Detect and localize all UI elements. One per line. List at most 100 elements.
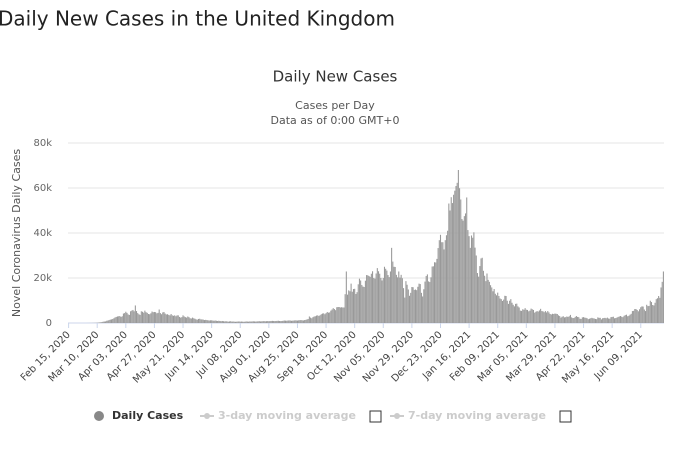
bar — [473, 232, 474, 323]
bar — [430, 277, 431, 323]
bar — [573, 318, 574, 323]
bar — [426, 276, 427, 323]
bar — [155, 312, 156, 323]
bar — [612, 317, 613, 323]
bar — [514, 306, 515, 323]
bar — [565, 317, 566, 323]
bar — [576, 316, 577, 323]
bar — [460, 199, 461, 323]
bar — [223, 321, 224, 323]
bar — [166, 314, 167, 323]
bar — [290, 321, 291, 323]
bar — [424, 282, 425, 323]
bar — [333, 308, 334, 323]
bar — [452, 203, 453, 323]
bar — [457, 183, 458, 323]
bar — [118, 316, 119, 323]
bar — [554, 314, 555, 323]
bar — [178, 315, 179, 323]
bar — [126, 313, 127, 323]
bar — [281, 321, 282, 323]
bar — [175, 316, 176, 323]
bar — [123, 314, 124, 323]
bar — [389, 277, 390, 323]
bar — [231, 322, 232, 323]
bar — [222, 321, 223, 323]
legend-marker[interactable] — [204, 413, 210, 419]
bar — [604, 318, 605, 323]
bar — [583, 317, 584, 323]
bar — [371, 274, 372, 323]
bar — [559, 316, 560, 323]
bar — [134, 311, 135, 323]
legend-marker[interactable] — [94, 411, 104, 421]
bar — [477, 273, 478, 323]
bar — [262, 321, 263, 323]
bar — [401, 275, 402, 323]
legend-checkbox[interactable] — [560, 411, 571, 422]
bar — [470, 248, 471, 323]
bar — [463, 221, 464, 323]
bar — [124, 313, 125, 323]
bar — [146, 312, 147, 323]
bar — [472, 238, 473, 323]
bar — [246, 321, 247, 323]
bar — [302, 320, 303, 323]
bar — [428, 281, 429, 323]
bar — [407, 285, 408, 323]
bar — [445, 240, 446, 323]
bar — [494, 289, 495, 323]
bar — [541, 311, 542, 323]
bar — [475, 248, 476, 323]
page-title: Daily New Cases in the United Kingdom — [0, 7, 395, 31]
legend-label[interactable]: Daily Cases — [112, 409, 184, 422]
legend-label[interactable]: 3-day moving average — [218, 409, 356, 422]
bar — [438, 248, 439, 323]
bar — [442, 242, 443, 323]
bar — [532, 309, 533, 323]
bar — [254, 321, 255, 323]
bar — [610, 317, 611, 323]
bar — [440, 235, 441, 323]
legend-checkbox[interactable] — [370, 411, 381, 422]
bar — [582, 317, 583, 323]
bar — [454, 191, 455, 323]
bar — [397, 277, 398, 323]
bar — [386, 271, 387, 323]
bar — [622, 317, 623, 323]
bar — [466, 197, 467, 323]
bar — [492, 291, 493, 323]
bar — [228, 322, 229, 323]
bar — [639, 309, 640, 323]
bar — [393, 267, 394, 323]
bar — [103, 322, 104, 323]
bar — [420, 284, 421, 323]
legend-label[interactable]: 7-day moving average — [408, 409, 546, 422]
bar — [160, 313, 161, 323]
bar — [594, 319, 595, 324]
bar — [551, 314, 552, 323]
bar — [296, 320, 297, 323]
bar — [645, 311, 646, 323]
bar — [147, 313, 148, 323]
bar — [267, 321, 268, 323]
bar — [323, 313, 324, 323]
bar — [187, 316, 188, 323]
bar — [204, 320, 205, 323]
bar — [624, 316, 625, 323]
bar — [480, 258, 481, 323]
bar — [366, 275, 367, 323]
bar — [432, 267, 433, 323]
bar — [368, 276, 369, 323]
bar — [330, 311, 331, 323]
bar — [351, 284, 352, 323]
bar — [261, 321, 262, 323]
legend-marker[interactable] — [394, 413, 400, 419]
bar — [433, 266, 434, 323]
bar — [202, 319, 203, 323]
bar — [560, 318, 561, 323]
bar — [483, 271, 484, 323]
chart-title: Daily New Cases — [273, 68, 398, 86]
bar — [359, 279, 360, 323]
bar — [566, 316, 567, 323]
